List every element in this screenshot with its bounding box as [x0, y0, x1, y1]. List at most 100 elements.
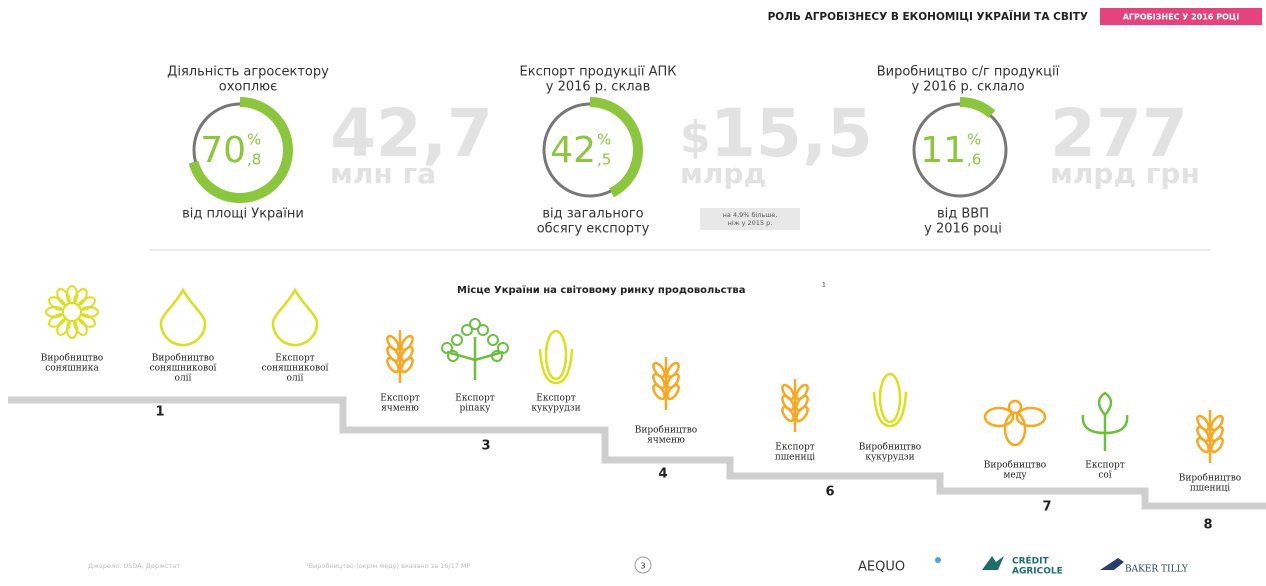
- note-text: на 4,9% більше,: [723, 211, 778, 219]
- logo-aequo: AEQUO: [858, 560, 905, 575]
- icon-grain: [1196, 436, 1210, 454]
- icon-grain: [795, 394, 809, 412]
- icon-grain: [1196, 425, 1210, 443]
- item-label: сої: [1098, 471, 1111, 481]
- logo-credit-mark: [982, 556, 1004, 570]
- item-label: соняшника: [45, 364, 99, 374]
- item-label: Експорт: [455, 394, 494, 404]
- item-label: ячменю: [381, 404, 419, 414]
- footer-footnote: ¹Виробництво (окрім меду) вказано за 16/…: [306, 562, 471, 570]
- icon-seed: [441, 342, 453, 354]
- stat-sub: від загального: [542, 207, 643, 222]
- item-label: соняшникової: [150, 364, 217, 374]
- icon-cob: [878, 372, 902, 424]
- page-number: 3: [640, 562, 645, 571]
- item-label: кукурудзи: [531, 404, 580, 414]
- rank-number: 8: [1203, 518, 1212, 533]
- icon-leaf: [1081, 414, 1106, 435]
- icon-grain: [1210, 436, 1224, 454]
- item-label: олії: [175, 374, 192, 384]
- stat-sub: обсягу експорту: [537, 222, 650, 237]
- icon-cob: [544, 329, 568, 381]
- icon-leaf: [872, 391, 908, 428]
- ring-arc: [537, 97, 643, 203]
- icon-seed: [497, 342, 509, 354]
- stat-caption: у 2016 р. склав: [546, 80, 651, 95]
- icon-grain: [1210, 414, 1224, 432]
- ring-arc: [187, 97, 293, 203]
- icon-grain: [386, 356, 400, 374]
- percent-fraction: ,5: [597, 151, 611, 169]
- item-label: Експорт: [775, 443, 814, 453]
- icon-grain: [386, 345, 400, 363]
- icon-grain: [781, 405, 795, 423]
- icon-grain: [1210, 425, 1224, 443]
- icon-seed: [469, 318, 481, 330]
- icon-branch: [446, 350, 504, 362]
- icon-wing: [983, 406, 1015, 428]
- icon-leaf: [538, 348, 574, 385]
- percent-fraction: ,6: [967, 151, 981, 169]
- item-label: Виробництво: [1179, 473, 1241, 484]
- note-text: ніж у 2015 р.: [728, 219, 773, 227]
- item-label: пшениці: [775, 453, 815, 463]
- item-label: Експорт: [536, 394, 575, 404]
- icon-seed: [451, 334, 463, 346]
- icon-seed: [477, 324, 489, 336]
- icon-core: [62, 302, 82, 322]
- stat-caption: охоплює: [219, 80, 278, 95]
- item-label: Експорт: [380, 394, 419, 404]
- big-unit: млрд грн: [1050, 157, 1200, 190]
- icon-seed: [461, 324, 473, 336]
- big-number: 15,5: [710, 95, 873, 172]
- logo-baker-mark: [1100, 558, 1124, 570]
- percent-whole: 11: [920, 130, 966, 171]
- percent-sign: %: [967, 131, 981, 149]
- note-box: [700, 208, 800, 230]
- item-label: ячменю: [647, 436, 685, 446]
- rank-number: 6: [825, 485, 834, 500]
- rank-number: 4: [658, 467, 667, 482]
- icon-grain: [795, 405, 809, 423]
- item-label: меду: [1003, 471, 1027, 481]
- big-unit: млн га: [330, 157, 436, 190]
- logo-credit: CRÉDIT: [1012, 555, 1050, 567]
- icon-grain: [652, 361, 666, 379]
- icon-seed: [447, 350, 459, 362]
- stat-caption: Виробництво с/г продукції: [877, 65, 1060, 80]
- icon-grain: [781, 394, 795, 412]
- stat-caption: у 2016 р. склало: [911, 80, 1024, 95]
- item-label: пшениці: [1190, 484, 1230, 494]
- rank-number: 1: [155, 405, 164, 420]
- icon-grain: [795, 383, 809, 401]
- percent-fraction: ,8: [247, 151, 261, 169]
- icon-grain: [400, 356, 414, 374]
- stat-caption: Експорт продукції АПК: [520, 65, 677, 80]
- item-label: Виробництво: [635, 425, 697, 436]
- icon-head: [1007, 399, 1023, 415]
- ranking-footnote-mark: 1: [822, 282, 826, 289]
- logo-baker: BAKER TILLY: [1125, 565, 1189, 575]
- icon-drop: [271, 287, 319, 347]
- item-label: Виробництво: [152, 353, 214, 364]
- icon-grain: [400, 345, 414, 363]
- logo-credit: AGRICOLE: [1012, 567, 1063, 577]
- percent-sign: %: [597, 131, 611, 149]
- icon-grain: [781, 383, 795, 401]
- rank-number: 7: [1042, 500, 1051, 515]
- big-prefix: $: [680, 112, 711, 163]
- big-unit: млрд: [680, 157, 766, 190]
- ring-arc: [907, 97, 1013, 203]
- footer-source: Джерело: USDA, Держстат: [88, 562, 180, 570]
- item-label: Експорт: [1085, 461, 1124, 471]
- icon-grain: [1196, 414, 1210, 432]
- icon-grain: [666, 372, 680, 390]
- item-label: соняшникової: [262, 364, 329, 374]
- header-tag: АГРОБІЗНЕС У 2016 РОЦІ: [1123, 13, 1240, 22]
- icon-leaf: [1104, 414, 1129, 435]
- icon-grain: [386, 334, 400, 352]
- stat-sub: у 2016 році: [924, 222, 1002, 237]
- page-circle: [634, 556, 652, 574]
- header-tag-box: [1100, 8, 1262, 25]
